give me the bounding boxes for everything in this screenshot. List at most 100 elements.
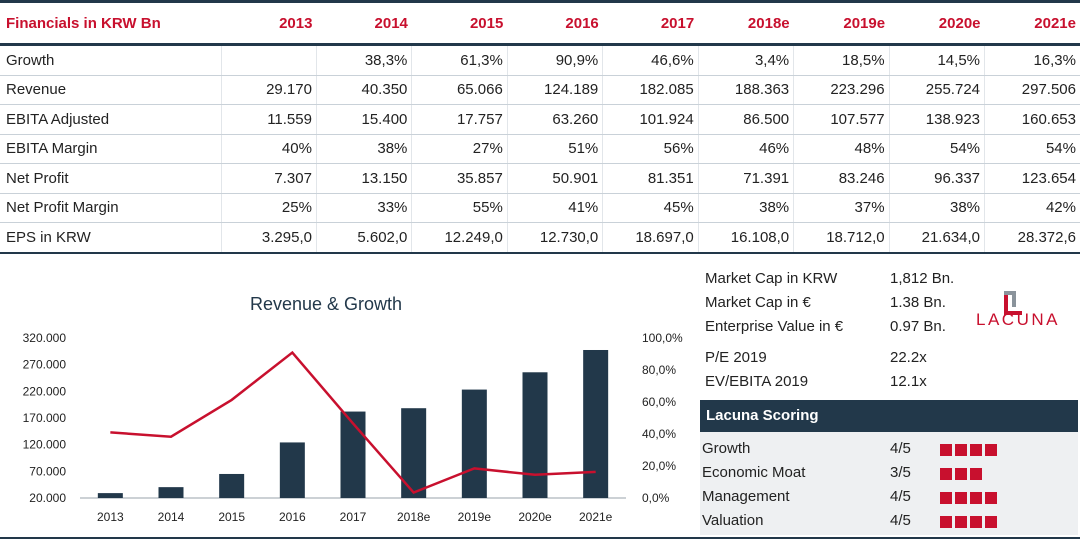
table-cell: 124.189 xyxy=(506,75,603,105)
revenue-bar xyxy=(401,408,427,498)
year-header: 2015 xyxy=(411,0,508,46)
table-cell: 83.246 xyxy=(793,163,890,194)
score-square xyxy=(940,468,952,480)
table-cell: 107.577 xyxy=(793,104,890,135)
metric-label: Enterprise Value in € xyxy=(705,318,844,335)
growth-line-series xyxy=(110,350,596,495)
table-cell: 48% xyxy=(793,134,890,164)
x-tick-label: 2017 xyxy=(340,510,367,524)
left-tick-label: 320.000 xyxy=(23,331,67,345)
score-square xyxy=(970,516,982,528)
table-cell: 54% xyxy=(888,134,985,164)
score-square xyxy=(940,444,952,456)
table-cell: 12.249,0 xyxy=(411,222,508,254)
right-tick-label: 60,0% xyxy=(642,395,676,409)
year-header: 2021e xyxy=(984,0,1080,46)
table-row: Growth 38,3% 61,3% 90,9% 46,6% 3,4% 18,5… xyxy=(0,44,1080,76)
score-square xyxy=(940,516,952,528)
score-square xyxy=(955,444,967,456)
table-cell: 40.350 xyxy=(315,75,412,105)
table-row: Net Profit Margin 25% 33% 55% 41% 45% 38… xyxy=(0,193,1080,223)
table-cell: 29.170 xyxy=(220,75,317,105)
table-cell: 63.260 xyxy=(506,104,603,135)
score-square xyxy=(955,468,967,480)
table-cell: 223.296 xyxy=(793,75,890,105)
logo-text: LACUNA xyxy=(976,310,1060,329)
left-tick-label: 270.000 xyxy=(23,358,67,372)
table-cell: 17.757 xyxy=(411,104,508,135)
table-cell: 65.066 xyxy=(411,75,508,105)
table-cell: 123.654 xyxy=(984,163,1080,194)
revenue-bar xyxy=(158,487,184,498)
chart-title: Revenue & Growth xyxy=(250,294,402,314)
table-cell: 18.697,0 xyxy=(602,222,699,254)
table-cell: 182.085 xyxy=(602,75,699,105)
metric-label: P/E 2019 xyxy=(705,349,767,366)
revenue-bar xyxy=(522,372,548,498)
table-cell: 35.857 xyxy=(411,163,508,194)
metric-value: 22.2x xyxy=(890,349,927,366)
score-squares xyxy=(940,491,1000,505)
table-cell: 71.391 xyxy=(697,163,794,194)
table-row: Net Profit 7.307 13.150 35.857 50.901 81… xyxy=(0,163,1080,194)
table-cell: 46% xyxy=(697,134,794,164)
table-cell: 5.602,0 xyxy=(315,222,412,254)
score-square xyxy=(970,468,982,480)
metric-value: 0.97 Bn. xyxy=(890,318,946,335)
table-cell: 37% xyxy=(793,193,890,223)
table-cell: 160.653 xyxy=(984,104,1080,135)
row-label: Revenue xyxy=(0,75,222,105)
table-cell: 50.901 xyxy=(506,163,603,194)
metric-value: 1.38 Bn. xyxy=(890,294,946,311)
left-tick-label: 20.000 xyxy=(29,491,66,505)
score-square xyxy=(955,492,967,504)
scoring-panel: Growth 4/5 Economic Moat 3/5 Management … xyxy=(700,432,1078,535)
metric-label: Market Cap in € xyxy=(705,294,811,311)
right-tick-label: 80,0% xyxy=(642,363,676,377)
score-square xyxy=(985,516,997,528)
row-label: Net Profit Margin xyxy=(0,193,222,223)
left-tick-label: 70.000 xyxy=(29,464,66,478)
table-cell: 90,9% xyxy=(506,44,603,76)
table-cell: 42% xyxy=(984,193,1080,223)
metric-label: EV/EBITA 2019 xyxy=(705,373,809,390)
table-cell: 33% xyxy=(315,193,412,223)
score-value: 4/5 xyxy=(890,512,911,529)
score-squares xyxy=(940,467,985,481)
revenue-bar xyxy=(583,349,609,498)
right-tick-label: 0,0% xyxy=(642,491,670,505)
table-cell: 27% xyxy=(411,134,508,164)
table-cell: 28.372,6 xyxy=(984,222,1080,254)
table-cell: 38,3% xyxy=(315,44,412,76)
table-cell: 21.634,0 xyxy=(888,222,985,254)
x-axis: 2013 2014 2015 2016 2017 2018e 2019e 2020e 2021e xyxy=(97,510,613,524)
table-cell: 38% xyxy=(697,193,794,223)
table-cell: 138.923 xyxy=(888,104,985,135)
right-axis: 0,0% 20,0% 40,0% 60,0% 80,0% 100,0% xyxy=(642,331,683,505)
year-header: 2014 xyxy=(316,0,412,46)
score-label: Economic Moat xyxy=(702,464,806,481)
year-header: 2016 xyxy=(507,0,603,46)
scoring-header: Lacuna Scoring xyxy=(700,400,1078,432)
row-label: EBITA Adjusted xyxy=(0,104,222,135)
year-header: 2017 xyxy=(602,0,699,46)
table-cell: 15.400 xyxy=(315,104,412,135)
right-tick-label: 20,0% xyxy=(642,459,676,473)
x-tick-label: 2015 xyxy=(218,510,245,524)
table-cell: 11.559 xyxy=(220,104,317,135)
left-tick-label: 170.000 xyxy=(23,411,67,425)
table-cell: 38% xyxy=(315,134,412,164)
table-cell: 13.150 xyxy=(315,163,412,194)
score-squares xyxy=(940,515,1000,529)
left-tick-label: 120.000 xyxy=(23,438,67,452)
revenue-growth-chart: Revenue & Growth 20.000 70.000 120.000 170.… xyxy=(23,294,683,524)
table-cell: 41% xyxy=(506,193,603,223)
table-cell xyxy=(220,44,317,76)
metric-value: 1,812 Bn. xyxy=(890,270,955,287)
table-cell: 255.724 xyxy=(888,75,985,105)
table-cell: 3,4% xyxy=(697,44,794,76)
x-tick-label: 2013 xyxy=(97,510,124,524)
table-cell: 55% xyxy=(411,193,508,223)
table-cell: 38% xyxy=(888,193,985,223)
x-tick-label: 2021e xyxy=(579,510,613,524)
